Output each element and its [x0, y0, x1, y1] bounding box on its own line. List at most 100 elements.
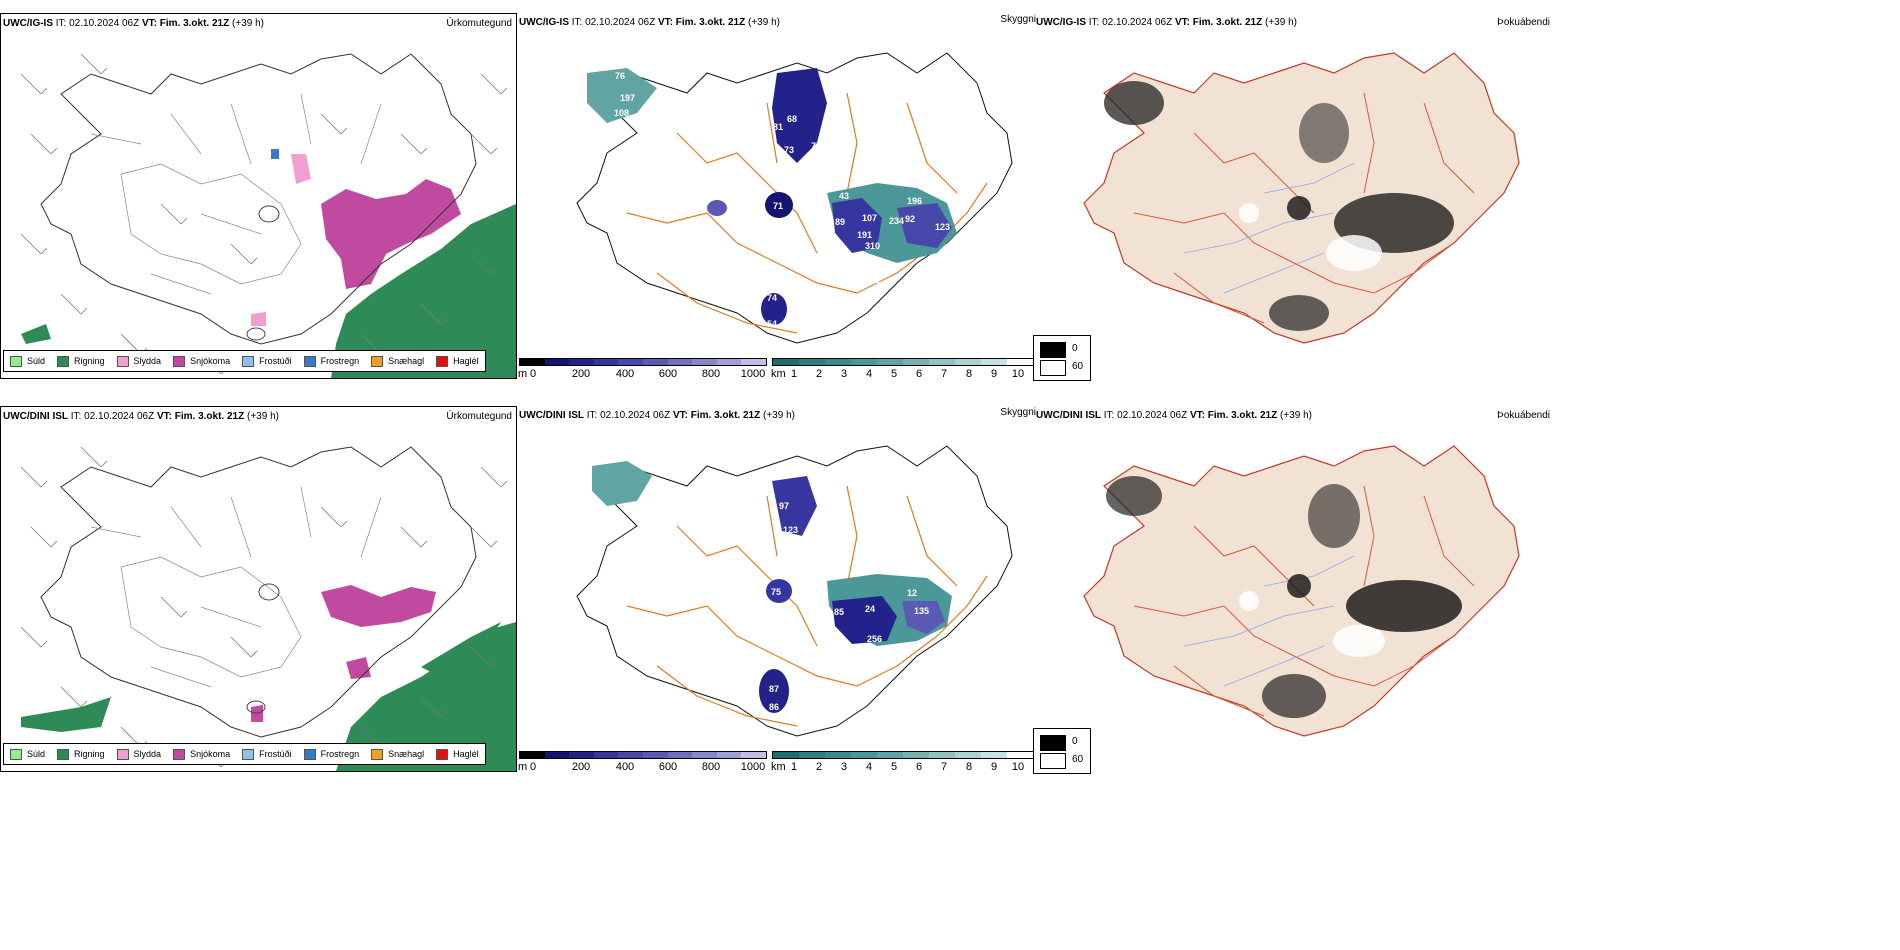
- ceiling-unit: m: [518, 761, 528, 773]
- legend-label: Snjókoma: [190, 749, 231, 759]
- ceiling-value: 271: [865, 275, 880, 285]
- legend-swatch: [303, 748, 316, 760]
- legend-item: Snjókoma: [173, 355, 230, 367]
- visibility-tick: 5: [890, 761, 898, 773]
- fog-panel-row1: UWC/IG-IS IT: 02.10.2024 06Z VT: Fim. 3.…: [1034, 13, 1554, 379]
- model-name: UWC/IG-IS: [3, 18, 53, 29]
- legend-swatch: [116, 748, 129, 760]
- panel-title-row1: UWC/IG-IS IT: 02.10.2024 06Z VT: Fim. 3.…: [3, 18, 264, 29]
- lead-time: (+39 h): [748, 17, 780, 28]
- ceiling-tick: 800: [701, 761, 721, 773]
- lead-time: (+39 h): [247, 411, 279, 422]
- legend-label: Haglél: [453, 749, 479, 759]
- road-network: [626, 485, 988, 727]
- panel-title-row2: UWC/DINI ISL IT: 02.10.2024 06Z VT: Fim.…: [3, 411, 279, 422]
- legend-swatch: [436, 355, 449, 367]
- visibility-panel-row2: 97 123 11 75 85 24 10 12 135 256 142 87 …: [517, 406, 1036, 773]
- vt-value: Fim. 3.okt. 21Z: [174, 411, 245, 422]
- it-value: 02.10.2024 06Z: [84, 411, 155, 422]
- model-name: UWC/DINI ISL: [1036, 410, 1101, 421]
- ceiling-tick: 200: [571, 761, 591, 773]
- it-value: 02.10.2024 06Z: [600, 410, 671, 421]
- legend-swatch: [436, 748, 449, 760]
- model-name: UWC/DINI ISL: [3, 411, 68, 422]
- precip-type-legend-row1: Súld Rigning Slydda Snjókoma Frostúði Fr…: [3, 350, 486, 372]
- ceiling-value: 85: [834, 607, 844, 617]
- panel-title-row1-vis: UWC/IG-IS IT: 02.10.2024 06Z VT: Fim. 3.…: [519, 17, 780, 28]
- ceiling-value: 75: [811, 141, 821, 151]
- visibility-colorbar-bar: [772, 751, 1034, 759]
- visibility-tick: 3: [840, 761, 848, 773]
- visibility-tick: 2: [815, 368, 823, 380]
- fog-legend-row2: 0 60: [1033, 728, 1091, 774]
- legend-item: Rigning: [57, 748, 105, 760]
- visibility-tick: 9: [990, 368, 998, 380]
- ceiling-tick: 800: [701, 368, 721, 380]
- ceiling-value: 108: [614, 108, 629, 118]
- panel-title-row2-vis: UWC/DINI ISL IT: 02.10.2024 06Z VT: Fim.…: [519, 410, 795, 421]
- legend-label: Frostregn: [320, 749, 360, 759]
- ceiling-value: 11: [809, 522, 819, 532]
- ceiling-value: 123: [935, 222, 950, 232]
- legend-swatch: [371, 355, 384, 367]
- ceiling-value: 10: [857, 558, 867, 568]
- fog-legend-top: 0: [1072, 736, 1078, 747]
- legend-item: Frostúði: [242, 748, 292, 760]
- legend-swatch: [10, 355, 22, 367]
- ceiling-tick: 400: [615, 368, 635, 380]
- fog-legend-bottom: 60: [1072, 754, 1084, 765]
- ceiling-value: 71: [773, 201, 783, 211]
- fog-legend-bottom: 60: [1072, 361, 1084, 372]
- legend-item: Rigning: [57, 355, 105, 367]
- legend-swatch: [57, 748, 70, 760]
- fog-road-network: [1133, 485, 1475, 717]
- visibility-tick: 7: [940, 761, 948, 773]
- legend-swatch: [57, 355, 70, 367]
- legend-item: Frostúði: [242, 355, 292, 367]
- legend-item: Súld: [10, 748, 45, 760]
- visibility-colorbar-row2: km 1 2 3 4 5 6 7 8 9 10: [771, 751, 1034, 779]
- ceiling-value-labels-row1: 76 108 197 81 68 73 75 65 71 43 89 107 1…: [614, 71, 950, 329]
- fog-legend-light: [1040, 753, 1066, 769]
- fog-legend-top: 0: [1072, 343, 1078, 354]
- precip-type-title: Úrkomutegund: [446, 18, 512, 29]
- visibility-title: Skyggni: [1000, 14, 1036, 25]
- fog-legend-light: [1040, 360, 1066, 376]
- ceiling-tick: 0: [529, 761, 537, 773]
- legend-item: Frostregn: [303, 748, 360, 760]
- visibility-tick: 3: [840, 368, 848, 380]
- vt-label: VT:: [141, 18, 157, 29]
- visibility-map-row1: 76 108 197 81 68 73 75 65 71 43 89 107 1…: [576, 52, 1013, 344]
- ceiling-value: 68: [787, 114, 797, 124]
- legend-label: Slydda: [133, 749, 162, 759]
- ceiling-value: 107: [862, 213, 877, 223]
- fog-map-row1: [1083, 52, 1520, 344]
- visibility-panel-row1: 76 108 197 81 68 73 75 65 71 43 89 107 1…: [517, 13, 1036, 380]
- legend-label: Slydda: [133, 356, 162, 366]
- fog-title: Þokuábendi: [1497, 17, 1550, 28]
- legend-label: Haglél: [453, 356, 479, 366]
- fog-road-network: [1133, 92, 1475, 324]
- vt-value: Fim. 3.okt. 21Z: [1192, 17, 1263, 28]
- vt-label: VT:: [156, 411, 172, 422]
- panel-title-row2-fog: UWC/DINI ISL IT: 02.10.2024 06Z VT: Fim.…: [1036, 410, 1312, 421]
- visibility-tick: 7: [940, 368, 948, 380]
- vt-value: Fim. 3.okt. 21Z: [1207, 410, 1278, 421]
- fog-dark-areas: [1104, 81, 1454, 331]
- vt-label: VT:: [657, 17, 673, 28]
- fog-panel-row2: UWC/DINI ISL IT: 02.10.2024 06Z VT: Fim.…: [1034, 406, 1554, 772]
- legend-swatch: [242, 355, 255, 367]
- it-label: IT:: [571, 17, 583, 28]
- legend-item: Haglél: [436, 355, 479, 367]
- legend-swatch: [116, 355, 129, 367]
- ceiling-value: 310: [865, 241, 880, 251]
- model-name: UWC/IG-IS: [519, 17, 569, 28]
- ceiling-value: 12: [907, 588, 917, 598]
- visibility-tick: 10: [1011, 368, 1025, 380]
- ceiling-value: 197: [620, 93, 635, 103]
- lead-time: (+39 h): [232, 18, 264, 29]
- model-name: UWC/DINI ISL: [519, 410, 584, 421]
- vt-value: Fim. 3.okt. 21Z: [675, 17, 746, 28]
- visibility-unit: km: [771, 368, 786, 380]
- fog-legend-dark: [1040, 735, 1066, 751]
